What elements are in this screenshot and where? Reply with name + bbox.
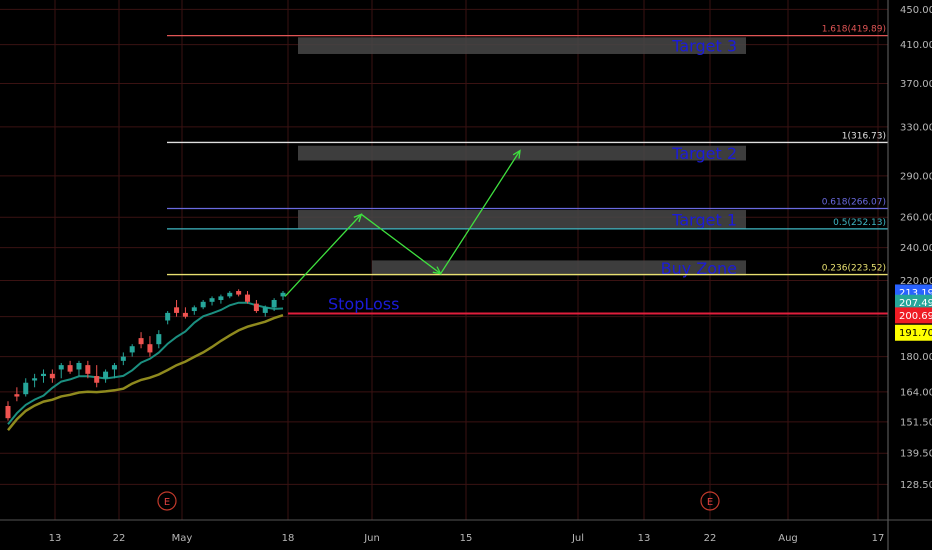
grid-lines <box>0 0 888 520</box>
candle-body <box>147 344 153 353</box>
candle-body <box>40 373 46 377</box>
candle-body <box>111 365 117 370</box>
price-badge <box>895 294 932 311</box>
candle-body <box>280 292 286 297</box>
time-tick-label: 22 <box>704 533 717 544</box>
target-zone <box>298 210 746 230</box>
target-zone-label: Target 3 <box>671 37 737 56</box>
time-axis[interactable]: 13 22 May 18 Jun 15 Jul 13 22 Aug 17 <box>0 519 932 544</box>
projection-path <box>284 149 521 297</box>
price-badge-label: 213.19 <box>899 288 932 299</box>
candle-body <box>129 346 135 353</box>
time-tick-label: Aug <box>778 533 798 544</box>
candle-body <box>85 365 91 374</box>
projection-line <box>284 150 521 297</box>
fib-label: 0.618(266.07) <box>822 197 886 207</box>
price-badge <box>895 307 932 324</box>
price-badge-label: 207.49 <box>899 298 932 309</box>
ma-slow-line <box>7 314 284 431</box>
candle-body <box>271 299 277 308</box>
candle-body <box>76 362 82 370</box>
stoploss-label: StopLoss <box>328 294 399 313</box>
price-tick-label: 164.00 <box>900 387 932 398</box>
price-tick-label: 220.00 <box>900 276 932 287</box>
candles <box>5 289 286 421</box>
candle-body <box>209 298 215 302</box>
target-zones: Target 3 Target 2 Target 1 Buy Zone <box>298 37 746 278</box>
target-zone-label: Target 1 <box>671 211 737 230</box>
candle-body <box>138 338 144 345</box>
price-axis[interactable]: 450.00 410.00 370.00 330.00 290.00 260.00 240.… <box>887 0 932 550</box>
price-tick-label: 151.50 <box>900 417 932 428</box>
time-tick-label: 15 <box>460 533 473 544</box>
candle-body <box>120 356 126 361</box>
candle-body <box>23 382 29 395</box>
price-tick-label: 330.00 <box>900 122 932 133</box>
projection-arrowhead <box>432 266 442 275</box>
target-zone <box>298 145 746 161</box>
time-tick-label: 13 <box>49 533 62 544</box>
candle-body <box>49 373 55 379</box>
candle-body <box>191 307 197 312</box>
candle-body <box>165 312 171 321</box>
projection-arrowhead <box>512 149 521 159</box>
candle-body <box>236 291 242 295</box>
candle-body <box>94 376 100 383</box>
candle-body <box>227 292 233 297</box>
price-tick-label: 290.00 <box>900 171 932 182</box>
time-tick-label: 13 <box>638 533 651 544</box>
candle-body <box>182 312 188 317</box>
earnings-marker[interactable] <box>157 491 177 511</box>
earnings-marker[interactable] <box>700 491 720 511</box>
candle-body <box>14 394 20 397</box>
price-badge-label: 191.70 <box>899 328 932 339</box>
candle-body <box>245 294 251 302</box>
candle-body <box>67 365 73 372</box>
candle-body <box>200 301 206 308</box>
fib-label: 1.618(419.89) <box>822 25 886 35</box>
price-tick-label: 128.50 <box>900 480 932 491</box>
fib-levels: 1.618(419.89) 1(316.73) 0.618(266.07) 0.5(2… <box>167 25 888 315</box>
projection-arrowhead <box>353 213 363 223</box>
price-badge <box>895 324 932 341</box>
price-tick-label: 180.00 <box>900 352 932 363</box>
price-badge-label: 200.69 <box>899 311 932 322</box>
time-tick-label: May <box>172 533 193 544</box>
candle-body <box>156 334 162 345</box>
ma-fast-line <box>7 301 284 425</box>
price-tick-label: 370.00 <box>900 79 932 90</box>
time-tick-label: Jul <box>571 533 584 544</box>
price-tick-label: 410.00 <box>900 40 932 51</box>
candle-body <box>174 307 180 313</box>
candle-body <box>5 406 11 419</box>
fib-label: 0.5(252.13) <box>833 218 886 228</box>
time-tick-label: Jun <box>363 533 380 544</box>
target-zone-label: Target 2 <box>671 144 737 163</box>
price-tick-label: 240.00 <box>900 243 932 254</box>
fib-label: 1(316.73) <box>842 131 886 141</box>
candle-body <box>103 371 109 379</box>
time-tick-label: 18 <box>282 533 295 544</box>
fib-label: 0.236(223.52) <box>822 264 886 274</box>
candle-body <box>262 307 268 313</box>
target-zone-label: Buy Zone <box>661 259 737 278</box>
candle-body <box>218 296 224 300</box>
price-tick-label: 139.50 <box>900 449 932 460</box>
moving-averages <box>7 301 284 431</box>
candle-body <box>58 365 64 370</box>
time-tick-label: 22 <box>113 533 126 544</box>
time-tick-label: 17 <box>872 533 885 544</box>
candle-body <box>32 378 38 381</box>
price-tick-label: 260.00 <box>900 213 932 224</box>
target-zone <box>298 37 746 54</box>
earnings-marker-label: E <box>164 497 170 508</box>
price-tick-label: 450.00 <box>900 5 932 16</box>
earnings-marker-label: E <box>707 497 713 508</box>
target-zone <box>372 260 746 276</box>
candle-body <box>253 303 259 312</box>
